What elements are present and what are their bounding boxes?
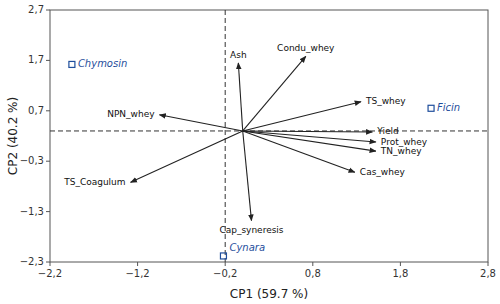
loading-label: Condu_whey <box>277 43 335 53</box>
score-label: Ficin <box>437 102 460 113</box>
x-tick <box>488 262 489 266</box>
x-axis-label: CP1 (59.7 %) <box>230 287 308 301</box>
x-tick-label: 1,8 <box>392 268 408 279</box>
reference-line-h <box>50 130 488 131</box>
loading-arrow <box>243 56 306 131</box>
loading-arrow <box>131 131 243 182</box>
score-label: Cynara <box>229 242 265 253</box>
y-tick-label: 1,7 <box>28 54 44 65</box>
y-tick <box>46 211 50 212</box>
y-tick-label: −1,3 <box>20 206 44 217</box>
loading-label: TS_whey <box>365 96 406 106</box>
score-point <box>220 253 226 259</box>
y-axis-label: CP2 (40.2 %) <box>6 97 20 175</box>
loading-label: TS_Coagulum <box>63 177 125 187</box>
y-tick-label: −0,3 <box>20 155 44 166</box>
x-tick-label: 2,8 <box>480 268 496 279</box>
loading-arrow <box>243 131 376 151</box>
y-tick <box>46 10 50 11</box>
plot-area <box>50 10 488 262</box>
plot-frame <box>50 10 488 262</box>
loading-arrow <box>243 131 252 221</box>
score-point <box>428 105 434 111</box>
y-tick <box>46 262 50 263</box>
loading-label: NPN_whey <box>107 109 155 119</box>
y-tick-label: 2,7 <box>28 4 44 15</box>
y-tick-label: 0,7 <box>28 105 44 116</box>
x-tick-label: −1,2 <box>125 268 149 279</box>
x-tick-label: −2,2 <box>38 268 62 279</box>
y-tick <box>46 60 50 61</box>
x-tick <box>225 262 226 266</box>
x-tick <box>400 262 401 266</box>
loading-arrow <box>243 131 376 142</box>
chart: −2,2 −1,2 −0,2 0,8 1,8 2,8 −2,3 −1,3 −0,3 0,7 1,7 2… <box>0 0 500 304</box>
x-tick-label: −0,2 <box>213 268 237 279</box>
loading-arrow <box>243 102 361 131</box>
y-tick-label: −2,3 <box>20 256 44 267</box>
labels: AshCondu_wheyTS_wheyYieldProt_wheyTN_whe… <box>63 43 460 253</box>
loading-label: Cap_syneresis <box>219 225 283 235</box>
loading-label: Ash <box>230 50 247 60</box>
score-point <box>69 61 75 67</box>
x-tick <box>137 262 138 266</box>
x-tick <box>312 262 313 266</box>
x-tick <box>50 262 51 266</box>
loading-arrow <box>238 63 242 131</box>
loading-arrow <box>160 115 243 131</box>
y-tick <box>46 161 50 162</box>
y-tick <box>46 110 50 111</box>
loading-label: Cas_whey <box>360 167 406 177</box>
loading-arrow <box>243 131 373 132</box>
loading-arrow <box>243 131 355 172</box>
score-label: Chymosin <box>78 58 127 69</box>
x-tick-label: 0,8 <box>305 268 321 279</box>
loading-label: TN_whey <box>380 146 422 156</box>
loading-label: Yield <box>376 126 398 136</box>
